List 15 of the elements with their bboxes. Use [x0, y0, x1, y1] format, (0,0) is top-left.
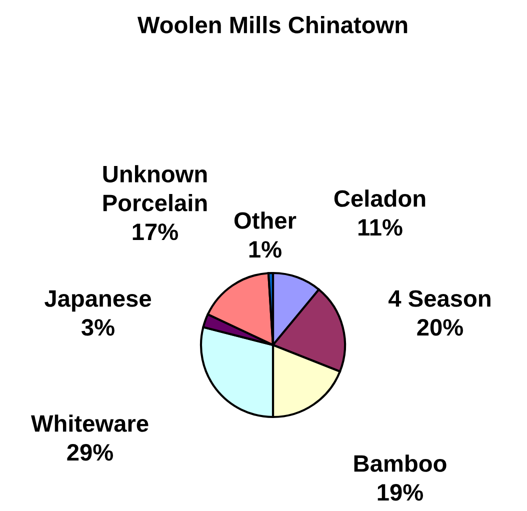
data-label: 11%	[358, 219, 402, 236]
data-label: 3%	[81, 319, 114, 336]
slice-label: 4 Season	[388, 290, 490, 307]
slice-label: Bamboo	[354, 454, 446, 472]
slice-label: Celadon	[334, 190, 426, 207]
data-label: 20%	[417, 319, 464, 336]
data-label: 17%	[132, 224, 178, 240]
chart-title: Woolen Mills Chinatown	[137, 16, 408, 34]
data-label: 19%	[378, 484, 424, 501]
slice-label: Other	[234, 212, 296, 229]
data-label: 1%	[249, 241, 282, 258]
slice-label: Unknown Porcelain	[103, 165, 207, 212]
slice-label: Japanese	[44, 290, 152, 312]
slice-label: Whiteware	[30, 414, 148, 432]
data-label: 29%	[67, 444, 114, 461]
